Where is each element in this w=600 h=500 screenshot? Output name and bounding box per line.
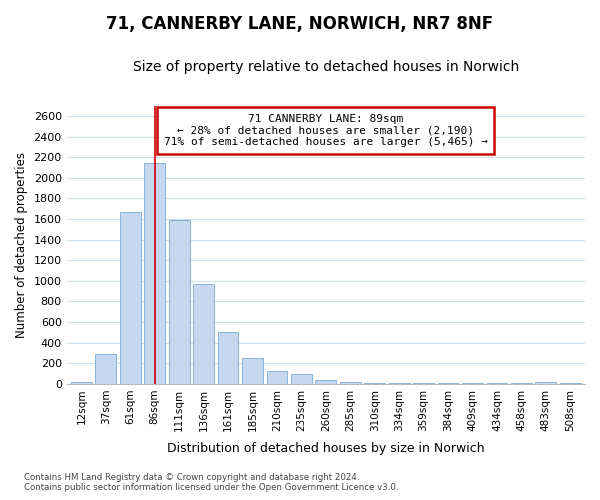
Y-axis label: Number of detached properties: Number of detached properties <box>15 152 28 338</box>
Bar <box>193 284 214 384</box>
Bar <box>169 220 190 384</box>
Bar <box>364 383 385 384</box>
Text: Contains HM Land Registry data © Crown copyright and database right 2024.
Contai: Contains HM Land Registry data © Crown c… <box>24 473 398 492</box>
X-axis label: Distribution of detached houses by size in Norwich: Distribution of detached houses by size … <box>167 442 485 455</box>
Text: 71, CANNERBY LANE, NORWICH, NR7 8NF: 71, CANNERBY LANE, NORWICH, NR7 8NF <box>106 15 494 33</box>
Bar <box>340 382 361 384</box>
Bar <box>71 382 92 384</box>
Bar <box>291 374 312 384</box>
Bar <box>218 332 238 384</box>
Bar <box>389 383 410 384</box>
Bar <box>242 358 263 384</box>
Bar <box>316 380 336 384</box>
Text: 71 CANNERBY LANE: 89sqm
← 28% of detached houses are smaller (2,190)
71% of semi: 71 CANNERBY LANE: 89sqm ← 28% of detache… <box>164 114 488 148</box>
Bar <box>266 371 287 384</box>
Bar <box>535 382 556 384</box>
Bar <box>95 354 116 384</box>
Bar <box>144 164 165 384</box>
Bar <box>120 212 140 384</box>
Title: Size of property relative to detached houses in Norwich: Size of property relative to detached ho… <box>133 60 519 74</box>
